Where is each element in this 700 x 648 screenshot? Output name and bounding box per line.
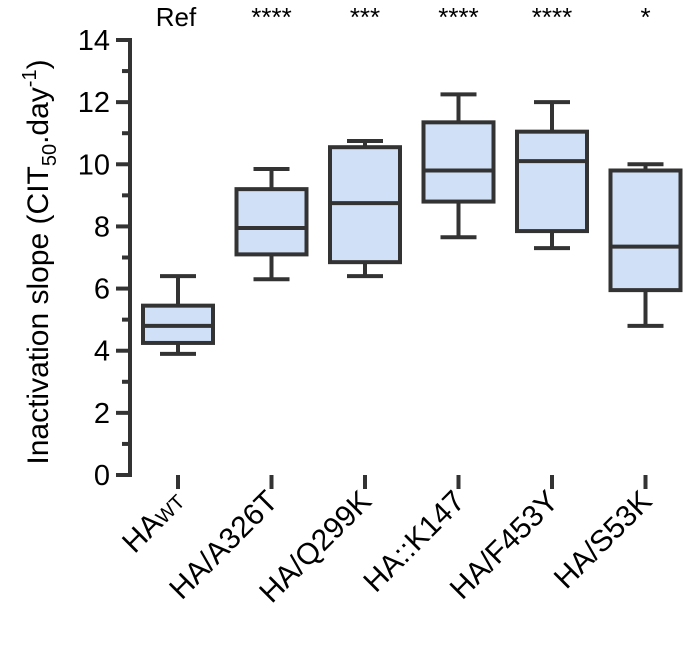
y-tick-label: 14 (78, 25, 110, 57)
y-axis-title: Inactivation slope (CIT50.day-1) (19, 59, 61, 464)
axes: 0 2 4 6 8 10 12 14 (78, 25, 648, 492)
y-axis-title-part: -1 (19, 69, 41, 87)
y-tick-label: 0 (94, 460, 110, 492)
iqr-box (421, 120, 496, 204)
boxes (141, 92, 683, 356)
box-group (328, 138, 402, 279)
box-group (234, 166, 309, 282)
box-group (421, 92, 496, 240)
significance-label: **** (251, 2, 291, 32)
y-axis-label: Inactivation slope (CIT50.day-1) (19, 59, 61, 464)
significance-label: Ref (156, 2, 197, 32)
category-labels: HAWTHA/A326THA/Q299KHA::K147HA/F453YHA/S… (116, 485, 658, 610)
y-tick-label: 4 (94, 336, 110, 368)
significance-labels: Ref **** *** **** **** * (156, 2, 651, 32)
y-axis-title-part: ) (22, 59, 55, 69)
y-tick-label: 12 (78, 87, 110, 119)
y-tick-label: 2 (94, 398, 110, 430)
y-tick-label: 6 (94, 274, 110, 306)
iqr-box (234, 187, 309, 257)
box-group (608, 162, 683, 328)
box-group (515, 100, 589, 251)
significance-label: * (640, 2, 650, 32)
category-label: HAWT (116, 485, 191, 560)
iqr-box (515, 129, 589, 234)
significance-label: **** (438, 2, 478, 32)
y-axis-title-part: Inactivation slope (CIT (22, 166, 55, 464)
y-axis-title-part: 50 (39, 144, 61, 166)
box-group (141, 274, 215, 356)
iqr-box (608, 168, 683, 293)
significance-label: *** (350, 2, 380, 32)
y-axis-title-part: .day (22, 87, 55, 144)
category-label-text: HA/S53K (548, 485, 659, 596)
category-label: HA/S53K (548, 485, 659, 596)
significance-label: **** (532, 2, 572, 32)
y-tick-label: 10 (78, 149, 110, 181)
y-tick-label: 8 (94, 211, 110, 243)
